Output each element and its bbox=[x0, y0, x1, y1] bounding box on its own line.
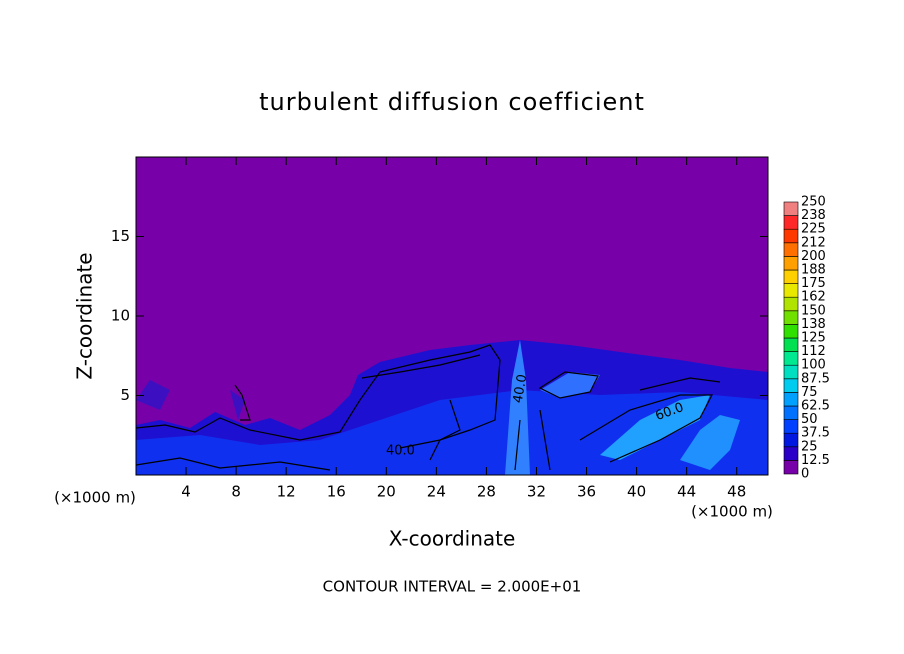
colorbar-box bbox=[783, 228, 799, 244]
field-streak bbox=[680, 415, 740, 470]
colorbar-box bbox=[783, 337, 799, 352]
colorbar-label: 0 bbox=[801, 467, 809, 482]
field-region bbox=[136, 380, 245, 420]
x-tick-label: 24 bbox=[427, 483, 446, 501]
colorbar-box bbox=[783, 460, 799, 475]
colorbar-label: 25 bbox=[801, 439, 818, 454]
colorbar-label: 250 bbox=[801, 195, 826, 210]
y-tick-label: 15 bbox=[111, 227, 130, 245]
colorbar-box bbox=[783, 310, 799, 325]
colorbar-box bbox=[783, 256, 799, 271]
x-tick-label: 12 bbox=[277, 483, 296, 501]
colorbar-label: 100 bbox=[801, 358, 826, 373]
colorbar-box bbox=[783, 215, 799, 230]
colorbar-box bbox=[783, 405, 799, 420]
colorbar-box bbox=[783, 419, 799, 434]
colorbar-box bbox=[783, 378, 799, 393]
x-unit-right: (×1000 m) bbox=[691, 503, 773, 521]
x-tick-label: 40 bbox=[627, 483, 646, 501]
colorbar-label: 162 bbox=[801, 290, 826, 305]
colorbar-label: 138 bbox=[801, 317, 826, 332]
colorbar-box bbox=[783, 201, 799, 216]
colorbar-label: 200 bbox=[801, 249, 826, 264]
x-unit-left: (×1000 m) bbox=[54, 489, 136, 507]
colorbar-label: 62.5 bbox=[801, 399, 830, 414]
x-tick-label: 44 bbox=[677, 483, 696, 501]
chart-title: turbulent diffusion coefficient bbox=[259, 88, 645, 116]
colorbar-label: 75 bbox=[801, 385, 818, 400]
y-tick-label: 5 bbox=[120, 386, 130, 404]
y-axis-label: Z-coordinate bbox=[73, 252, 97, 379]
x-tick-label: 16 bbox=[327, 483, 346, 501]
x-axis-label: X-coordinate bbox=[389, 527, 516, 551]
colorbar-box bbox=[783, 296, 799, 312]
x-tick-label: 36 bbox=[577, 483, 596, 501]
field-streak bbox=[540, 372, 600, 398]
field-streak bbox=[600, 395, 710, 460]
colorbar-label: 50 bbox=[801, 412, 818, 427]
colorbar-label: 175 bbox=[801, 276, 826, 291]
contour-label: 40.0 bbox=[386, 444, 415, 459]
colorbar-box bbox=[783, 269, 799, 284]
x-tick-label: 48 bbox=[727, 483, 746, 501]
colorbar-box bbox=[783, 392, 799, 407]
x-tick-label: 4 bbox=[181, 483, 191, 501]
colorbar-label: 112 bbox=[801, 344, 826, 359]
colorbar-box bbox=[783, 351, 799, 366]
field bbox=[136, 157, 768, 475]
colorbar-label: 150 bbox=[801, 303, 826, 318]
x-tick-label: 8 bbox=[231, 483, 241, 501]
colorbar-box bbox=[783, 364, 799, 380]
colorbar-box bbox=[783, 242, 799, 257]
y-tick-label: 10 bbox=[111, 307, 130, 325]
colorbar-label: 225 bbox=[801, 222, 826, 237]
colorbar-label: 125 bbox=[801, 331, 826, 346]
contour-label: 40.0 bbox=[511, 373, 531, 404]
colorbar-box bbox=[783, 432, 799, 448]
colorbar-label: 12.5 bbox=[801, 453, 830, 468]
x-tick-label: 32 bbox=[527, 483, 546, 501]
x-tick-label: 20 bbox=[377, 483, 396, 501]
colorbar-label: 87.5 bbox=[801, 371, 830, 386]
field-streak bbox=[505, 340, 530, 475]
footnote: CONTOUR INTERVAL = 2.000E+01 bbox=[323, 578, 582, 596]
colorbar-label: 238 bbox=[801, 208, 826, 223]
colorbar-box bbox=[783, 446, 799, 461]
colorbar-box bbox=[783, 283, 799, 298]
x-tick-label: 28 bbox=[477, 483, 496, 501]
colorbar-label: 212 bbox=[801, 235, 826, 250]
colorbar-label: 37.5 bbox=[801, 426, 830, 441]
colorbar-box bbox=[783, 324, 799, 339]
colorbar-label: 188 bbox=[801, 263, 826, 278]
contour-lines bbox=[136, 344, 721, 471]
